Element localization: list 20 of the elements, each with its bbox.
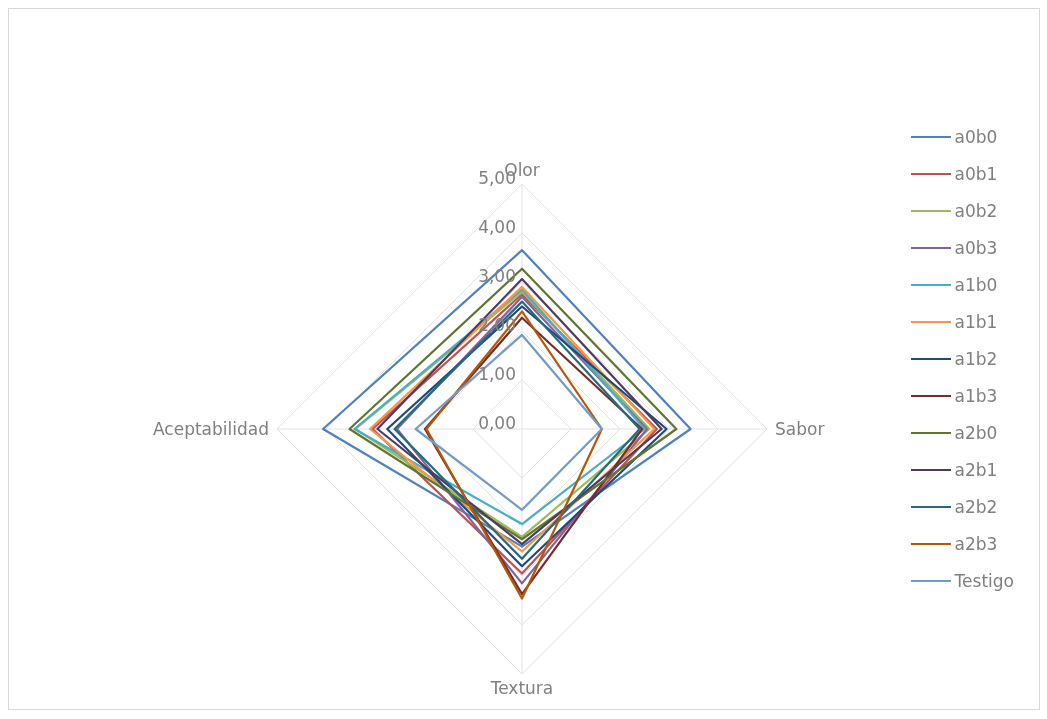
spoke-label: Aceptabilidad [153, 419, 269, 440]
legend-label: a1b1 [954, 312, 998, 332]
legend-label: a0b2 [954, 201, 998, 221]
legend-label: a1b3 [954, 386, 998, 406]
legend-label: a1b2 [954, 349, 998, 369]
legend-label: a0b1 [954, 164, 998, 184]
spoke-label: Sabor [775, 419, 825, 440]
legend-label: a0b3 [954, 238, 998, 258]
legend-label: a2b2 [954, 497, 998, 517]
y-tick-label: 0,00 [478, 413, 516, 433]
legend-label: a0b0 [954, 127, 998, 147]
legend-label: Testigo [954, 571, 1014, 591]
y-tick-label: 4,00 [478, 217, 516, 237]
legend-label: a1b0 [954, 275, 998, 295]
y-tick-label: 1,00 [478, 364, 516, 384]
legend-label: a2b1 [954, 460, 998, 480]
legend-label: a2b0 [954, 423, 998, 443]
legend-label: a2b3 [954, 534, 998, 554]
y-tick-label: 2,00 [478, 315, 516, 335]
spoke-label: Textura [489, 678, 554, 699]
